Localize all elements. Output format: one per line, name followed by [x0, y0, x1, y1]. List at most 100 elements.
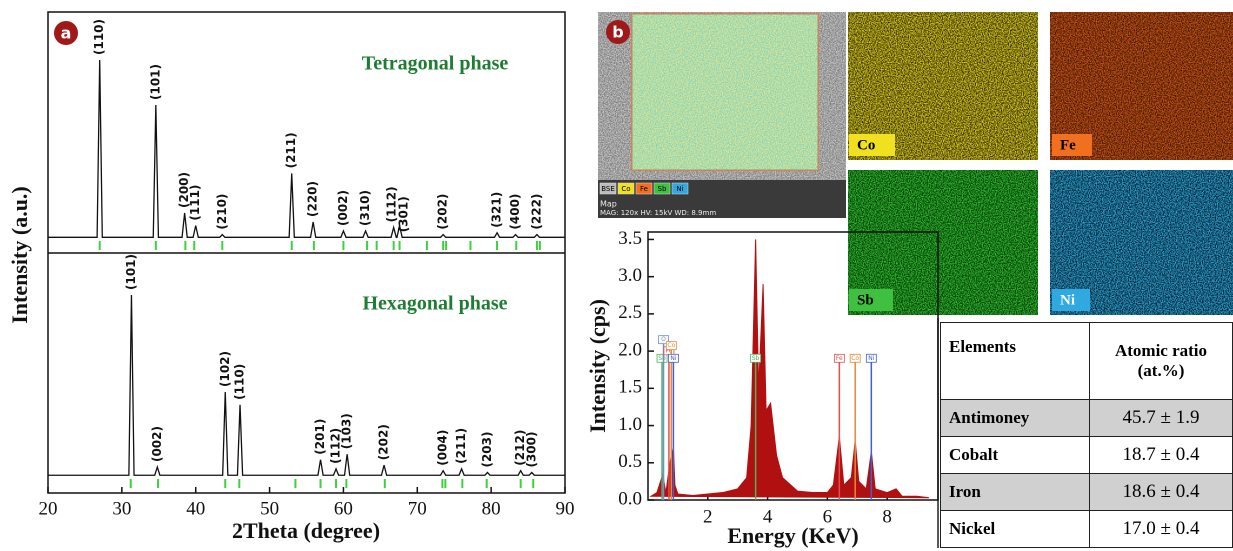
x-tick-label: 40 [186, 498, 205, 519]
element-tag [865, 353, 877, 363]
element-cell: Antimoney [940, 399, 1090, 437]
table-row: Antimoney 45.7 ± 1.9 [940, 399, 1233, 437]
peak-label: (002) [336, 190, 350, 226]
y-tick-label: 0.0 [618, 488, 642, 509]
sem-legend-label: Sb [658, 185, 667, 193]
y-tick-label: 1.5 [618, 377, 642, 398]
x-axis-label: Energy (KeV) [727, 523, 858, 548]
x-axis-label: 2Theta (degree) [232, 518, 380, 543]
peak-label: (202) [377, 424, 391, 460]
element-tag [658, 335, 669, 345]
element-cell: Iron [940, 473, 1090, 511]
x-tick-label: 8 [882, 506, 892, 527]
element-label: O [661, 336, 666, 343]
eds-frame [647, 231, 939, 501]
peak-label: (112) [329, 428, 343, 464]
peak-label: (210) [215, 194, 229, 230]
element-tag [750, 353, 762, 363]
peak-label: (212) [513, 430, 527, 466]
peak-label: (321) [490, 192, 504, 228]
sem-info: MAG: 120x HV: 15kV WD: 8.9mm [600, 209, 716, 217]
table-header: Elements Atomic ratio (at.%) [940, 322, 1233, 400]
peak-label: (103) [340, 413, 354, 449]
header-cell: Atomic ratio (at.%) [1089, 322, 1233, 400]
ratio-cell: 18.7 ± 0.4 [1089, 436, 1233, 474]
x-tick-label: 2 [703, 506, 713, 527]
peak-label: (004) [436, 430, 450, 466]
element-tag [656, 353, 668, 363]
peak-label: (220) [306, 181, 320, 217]
ratio-cell: 45.7 ± 1.9 [1089, 399, 1233, 437]
peak-label: (203) [480, 431, 494, 467]
x-tick-label: 6 [823, 506, 833, 527]
sem-legend-label: Fe [640, 185, 648, 193]
y-tick-label: 3.5 [618, 228, 642, 249]
map-label-box [1052, 289, 1090, 311]
element-tag [833, 353, 845, 363]
x-tick-label: 20 [39, 498, 58, 519]
peak-label: (211) [284, 132, 298, 168]
x-tick-label: 50 [260, 498, 279, 519]
peak-label: (101) [124, 254, 138, 290]
element-tag [849, 353, 861, 363]
map-label: Sb [857, 292, 874, 308]
y-axis-label: Intensity (a.u.) [7, 186, 32, 324]
element-label: Sb [752, 355, 760, 362]
peak-label: (112) [385, 186, 399, 222]
element-cell: Nickel [940, 510, 1090, 548]
table-row: Cobalt 18.7 ± 0.4 [940, 436, 1233, 474]
peak-label: (200) [177, 172, 191, 208]
x-tick-label: 30 [112, 498, 131, 519]
element-label: Fe [666, 347, 673, 354]
peak-label: (110) [233, 364, 247, 400]
map-label-box [849, 289, 893, 311]
header-cell: Elements [940, 322, 1090, 400]
panel-label: b [612, 23, 623, 42]
map-label-box [1052, 134, 1092, 156]
element-label: Co [851, 355, 859, 362]
element-tag [668, 353, 679, 363]
x-tick-label: 4 [763, 506, 773, 527]
map-label: Fe [1060, 137, 1076, 153]
y-tick-label: 2.0 [618, 339, 642, 360]
sem-caption: Map [600, 200, 617, 209]
panel-badge [606, 20, 630, 44]
phase-title: Tetragonal phase [362, 53, 509, 75]
ratio-table: Elements Atomic ratio (at.%) Antimoney 45… [940, 322, 1233, 548]
y-tick-label: 2.5 [618, 302, 642, 323]
ratio-cell: 17.0 ± 0.4 [1089, 510, 1233, 548]
sem-legend-box [635, 182, 653, 195]
sem-legend-label: Ni [676, 185, 683, 193]
element-tag [665, 341, 677, 351]
map-label: Co [857, 137, 875, 153]
x-tick-label: 90 [556, 498, 575, 519]
peak-label: (310) [358, 190, 372, 226]
peak-label: (002) [150, 426, 164, 462]
y-axis-label: Intensity (cps) [585, 299, 610, 433]
phase-title: Hexagonal phase [362, 293, 507, 315]
panel-label: a [61, 24, 72, 43]
y-tick-label: 1.0 [618, 414, 642, 435]
xrd-pattern [48, 59, 565, 238]
element-cell: Cobalt [940, 436, 1090, 474]
peak-label: (211) [454, 428, 468, 464]
table-row: Iron 18.6 ± 0.4 [940, 473, 1233, 511]
map-region-texture [632, 14, 818, 170]
peak-label: (110) [92, 19, 106, 55]
element-label: Fe [836, 355, 843, 362]
x-tick-label: 70 [408, 498, 427, 519]
sem-legend-box [617, 182, 635, 195]
sem-legend-label: BSE [601, 185, 615, 193]
xrd-pattern [48, 294, 565, 476]
sem-legend-label: Co [621, 185, 630, 193]
peak-label: (201) [313, 419, 327, 455]
element-label: Ni [868, 355, 874, 362]
x-tick-label: 60 [334, 498, 353, 519]
panel-badge [54, 21, 78, 45]
y-tick-label: 3.0 [618, 265, 642, 286]
y-tick-label: 0.5 [618, 451, 642, 472]
peak-label: (111) [188, 185, 202, 221]
element-label: Sb [658, 355, 666, 362]
element-label: Co [667, 342, 675, 349]
